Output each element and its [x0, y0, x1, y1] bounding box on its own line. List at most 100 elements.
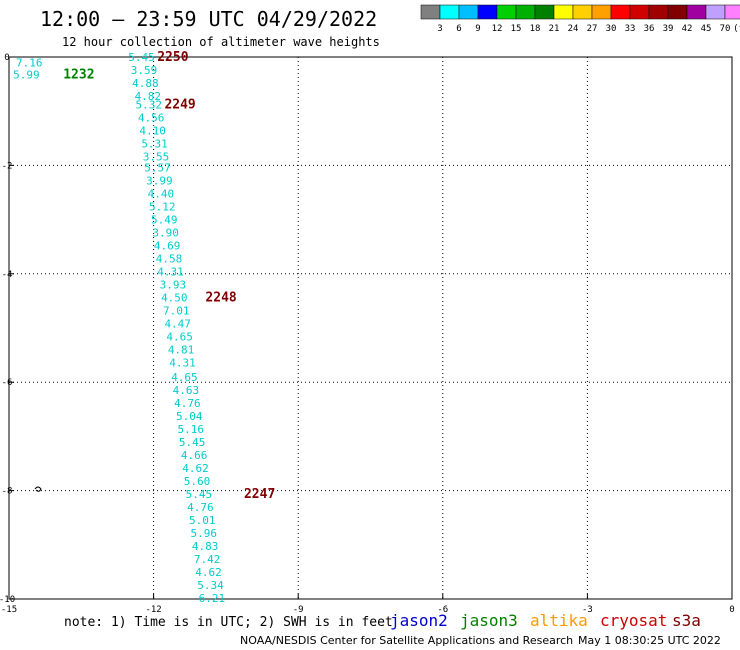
time-label: 2250	[157, 50, 188, 65]
satellite-label-s3a: s3a	[672, 611, 701, 630]
colorbar-swatch	[553, 4, 574, 20]
satellite-label-altika: altika	[530, 611, 588, 630]
swh-value: 5.04	[176, 410, 203, 423]
swh-value: 5.49	[151, 214, 178, 227]
colorbar-swatch	[667, 4, 688, 20]
plot-frame	[8, 56, 733, 600]
spiral-icon	[34, 486, 42, 492]
swh-value: 4.69	[154, 240, 181, 253]
swh-value: 5.31	[141, 138, 168, 151]
swh-value: 7.42	[194, 553, 221, 566]
colorbar-swatch	[610, 4, 631, 20]
y-tick-label: -8	[2, 487, 13, 497]
satellite-label-cryosat: cryosat	[600, 611, 667, 630]
swh-value: 5.32	[136, 99, 163, 112]
colorbar-label: 6	[456, 24, 461, 34]
colorbar-swatch	[591, 4, 612, 20]
colorbar-label: 27	[587, 24, 598, 34]
x-tick-label: 0	[729, 605, 734, 615]
colorbar-swatch	[458, 4, 479, 20]
swh-value: 4.62	[182, 462, 209, 475]
swh-value: 5.34	[197, 579, 224, 592]
footer-generated: May 1 08:30:25 UTC 2022	[578, 634, 721, 647]
colorbar-label: 3	[437, 24, 442, 34]
colorbar-label: 45	[701, 24, 712, 34]
colorbar-label: 39	[663, 24, 674, 34]
satellite-label-jason3: jason3	[460, 611, 518, 630]
colorbar-label: 15	[511, 24, 522, 34]
colorbar-label: (ft)	[733, 24, 740, 34]
swh-value: 5.45	[128, 51, 155, 64]
swh-value: 4.66	[181, 449, 208, 462]
x-tick-label: -3	[582, 605, 593, 615]
x-tick-label: -9	[293, 605, 304, 615]
swh-value: 5.60	[184, 475, 211, 488]
time-label: 2249	[164, 98, 195, 113]
colorbar-swatch	[648, 4, 669, 20]
x-tick-label: -12	[145, 605, 161, 615]
satellite-legend: jason2 jason3 altika cryosat s3a	[390, 611, 701, 630]
colorbar-swatch	[496, 4, 517, 20]
colorbar-swatch	[686, 4, 707, 20]
swh-value: 5.16	[177, 423, 204, 436]
colorbar-swatch	[705, 4, 726, 20]
swh-value: 4.76	[187, 501, 214, 514]
swh-value: 4.82	[135, 90, 162, 103]
x-axis-ticks: -15 -12 -9 -6 -3 0	[1, 594, 735, 615]
colorbar-swatch	[477, 4, 498, 20]
swh-value: 5.01	[189, 514, 216, 527]
satellite-label-jason2: jason2	[390, 611, 448, 630]
time-labels: 1232 2250 2249 2248 2247	[63, 50, 275, 502]
y-tick-label: -4	[2, 270, 13, 280]
colorbar-swatch	[724, 4, 740, 20]
swh-value: 4.62	[195, 566, 222, 579]
swh-value: 5.45	[186, 488, 213, 501]
swh-value: 6.21	[199, 592, 226, 605]
colorbar-swatch	[515, 4, 536, 20]
swh-value: 4.58	[156, 253, 183, 266]
swh-value: 4.10	[139, 125, 166, 138]
swh-value: 4.65	[166, 331, 193, 344]
colorbar-label: 36	[644, 24, 655, 34]
footer-note: note: 1) Time is in UTC; 2) SWH is in fe…	[64, 615, 393, 630]
colorbar-label: 24	[568, 24, 579, 34]
x-tick-label: -15	[1, 605, 17, 615]
plot-area: -15 -12 -9 -6 -3 0 0-2-4-6-8-10 7.165.995.453…	[0, 50, 735, 615]
colorbar-label: 18	[530, 24, 541, 34]
swh-value: 4.31	[169, 357, 196, 370]
y-tick-label: 0	[4, 53, 9, 63]
swh-value: 7.01	[163, 305, 190, 318]
swh-value: 3.59	[131, 64, 158, 77]
swh-value: 3.93	[160, 279, 187, 292]
swh-values: 7.165.995.453.594.884.825.324.564.105.31…	[13, 51, 225, 605]
x-tick-label: -6	[437, 605, 448, 615]
colorbar-swatch	[572, 4, 593, 20]
y-axis-ticks: 0 -2 -4 -6 -8 -10	[0, 53, 15, 605]
colorbar-label: 9	[475, 24, 480, 34]
colorbar-label: 12	[492, 24, 503, 34]
colorbar-swatch	[439, 4, 460, 20]
swh-value: 4.63	[173, 384, 200, 397]
y-tick-label: -10	[0, 595, 15, 605]
swh-value: 4.88	[132, 77, 159, 90]
swh-value: 4.81	[168, 344, 195, 357]
swh-value: 5.99	[13, 68, 40, 81]
y-tick-label: -6	[2, 378, 13, 388]
colorbar-label: 33	[625, 24, 636, 34]
swh-value: 3.55	[143, 151, 170, 164]
swh-value: 4.56	[138, 112, 165, 125]
swh-value: 4.40	[148, 188, 175, 201]
swh-value: 7.16	[16, 56, 43, 69]
swh-value: 5.96	[190, 527, 217, 540]
chart-title: 12:00 – 23:59 UTC 04/29/2022	[40, 7, 377, 31]
colorbar-label: 42	[682, 24, 693, 34]
swh-value: 5.45	[179, 436, 206, 449]
swh-value: 4.47	[164, 318, 191, 331]
swh-value: 4.83	[192, 540, 219, 553]
time-label: 2247	[244, 487, 275, 502]
chart-subtitle: 12 hour collection of altimeter wave hei…	[62, 35, 380, 49]
swh-value: 3.90	[152, 227, 179, 240]
colorbar-label: 70	[720, 24, 731, 34]
